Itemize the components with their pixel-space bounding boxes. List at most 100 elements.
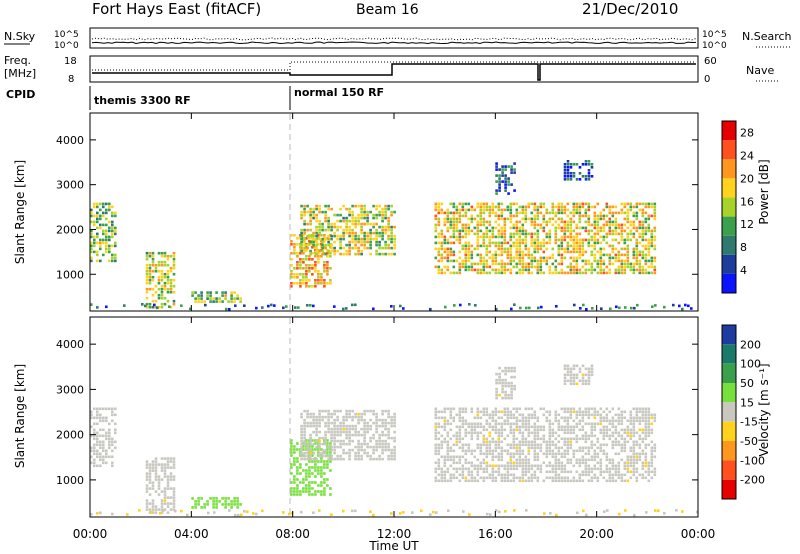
- range-cell: [566, 367, 570, 371]
- range-cell: [563, 235, 567, 239]
- range-cell: [105, 235, 108, 239]
- range-cell: [629, 223, 633, 227]
- range-cell: [354, 451, 357, 455]
- range-cell: [581, 419, 585, 423]
- range-cell: [455, 205, 459, 209]
- range-cell: [321, 237, 324, 241]
- range-cell: [317, 484, 320, 487]
- colorbar-segment: [722, 325, 736, 345]
- range-cell: [569, 238, 573, 242]
- range-cell: [527, 470, 531, 474]
- range-cell: [372, 216, 375, 220]
- range-cell: [632, 226, 636, 230]
- range-cell: [557, 238, 561, 242]
- range-cell: [518, 461, 522, 465]
- range-cell: [581, 373, 585, 377]
- range-cell: [288, 512, 291, 516]
- range-cell: [620, 449, 624, 453]
- range-cell: [339, 240, 342, 244]
- range-cell: [593, 205, 597, 209]
- range-cell: [557, 244, 561, 248]
- range-cell: [507, 369, 510, 373]
- range-cell: [641, 476, 645, 480]
- range-cell: [632, 431, 636, 435]
- range-cell: [551, 476, 555, 480]
- range-cell: [446, 467, 450, 471]
- range-cell: [108, 205, 111, 209]
- range-cell: [290, 463, 293, 466]
- range-cell: [105, 202, 108, 206]
- range-cell: [521, 431, 525, 435]
- range-cell: [290, 490, 293, 493]
- range-cell: [317, 243, 320, 246]
- range-cell: [560, 452, 564, 456]
- range-cell: [623, 268, 627, 272]
- y-tick-label: 3000: [56, 179, 84, 192]
- range-cell: [324, 454, 327, 458]
- range-cell: [554, 413, 558, 417]
- range-cell: [512, 202, 516, 206]
- range-cell: [644, 455, 648, 459]
- range-cell: [351, 439, 354, 443]
- range-cell: [494, 422, 498, 426]
- range-cell: [569, 431, 573, 435]
- range-cell: [488, 473, 492, 477]
- range-cell: [160, 478, 164, 481]
- range-cell: [503, 229, 507, 233]
- range-cell: [602, 437, 606, 441]
- range-cell: [575, 440, 579, 444]
- range-cell: [632, 265, 636, 269]
- range-cell: [145, 269, 149, 273]
- range-cell: [626, 455, 630, 459]
- range-cell: [563, 410, 567, 414]
- range-cell: [363, 430, 366, 434]
- range-cell: [504, 393, 507, 397]
- range-cell: [569, 407, 573, 411]
- range-cell: [545, 416, 549, 420]
- range-cell: [437, 223, 441, 227]
- range-cell: [578, 244, 582, 248]
- range-cell: [563, 169, 567, 172]
- range-cell: [461, 473, 465, 477]
- range-cell: [315, 424, 318, 428]
- range-cell: [503, 473, 507, 477]
- range-cell: [647, 467, 651, 471]
- range-cell: [102, 407, 105, 411]
- range-cell: [527, 452, 531, 456]
- range-cell: [605, 271, 609, 275]
- range-cell: [614, 464, 618, 468]
- range-cell: [587, 446, 591, 450]
- range-cell: [581, 413, 585, 417]
- range-cell: [605, 443, 609, 447]
- range-cell: [605, 205, 609, 209]
- range-cell: [476, 253, 480, 257]
- range-cell: [437, 241, 441, 245]
- range-cell: [339, 457, 342, 461]
- range-cell: [506, 410, 510, 414]
- range-cell: [467, 446, 471, 450]
- range-cell: [348, 409, 351, 413]
- range-cell: [587, 370, 591, 374]
- range-cell: [524, 265, 528, 269]
- range-cell: [569, 440, 573, 444]
- range-cell: [518, 238, 522, 242]
- range-cell: [345, 442, 348, 446]
- range-cell: [650, 446, 654, 450]
- range-cell: [482, 241, 486, 245]
- range-cell: [578, 208, 582, 212]
- range-cell: [572, 241, 576, 245]
- range-cell: [390, 231, 393, 235]
- range-cell: [527, 217, 531, 221]
- range-cell: [348, 433, 351, 437]
- range-cell: [458, 262, 462, 266]
- range-cell: [324, 237, 327, 241]
- range-cell: [651, 305, 654, 308]
- range-cell: [224, 294, 227, 297]
- range-cell: [647, 428, 651, 432]
- range-cell: [467, 422, 471, 426]
- range-cell: [354, 240, 357, 244]
- range-cell: [443, 250, 447, 254]
- range-cell: [506, 476, 510, 480]
- range-cell: [608, 256, 612, 260]
- range-cell: [443, 473, 447, 477]
